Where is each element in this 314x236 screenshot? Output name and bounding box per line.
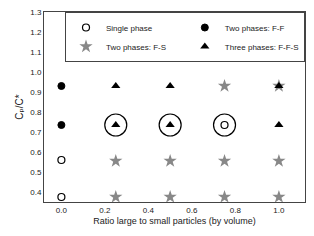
svg-text:0.7: 0.7: [30, 128, 42, 137]
svg-text:0.0: 0.0: [56, 206, 68, 215]
svg-text:Two phases: F-F: Two phases: F-F: [225, 24, 285, 33]
svg-text:0.5: 0.5: [30, 168, 42, 177]
svg-text:0.4: 0.4: [30, 188, 42, 197]
svg-text:Two phases: F-S: Two phases: F-S: [106, 43, 166, 52]
svg-text:1.3: 1.3: [30, 8, 42, 17]
svg-text:Ratio large to small particles: Ratio large to small particles (by volum…: [93, 216, 256, 226]
svg-text:1.0: 1.0: [273, 206, 285, 215]
svg-text:Three phases: F-F-S: Three phases: F-F-S: [225, 43, 299, 52]
svg-text:1.2: 1.2: [30, 28, 42, 37]
svg-text:Single phase: Single phase: [106, 24, 153, 33]
svg-text:0.6: 0.6: [186, 206, 198, 215]
svg-text:0.9: 0.9: [30, 88, 42, 97]
svg-text:0.2: 0.2: [99, 206, 111, 215]
svg-text:1.1: 1.1: [30, 48, 42, 57]
svg-text:0.8: 0.8: [230, 206, 242, 215]
svg-text:Cₚ/C*: Cₚ/C*: [14, 94, 25, 120]
svg-text:0.4: 0.4: [143, 206, 155, 215]
svg-text:1.0: 1.0: [30, 68, 42, 77]
svg-text:0.6: 0.6: [30, 148, 42, 157]
svg-text:0.8: 0.8: [30, 108, 42, 117]
